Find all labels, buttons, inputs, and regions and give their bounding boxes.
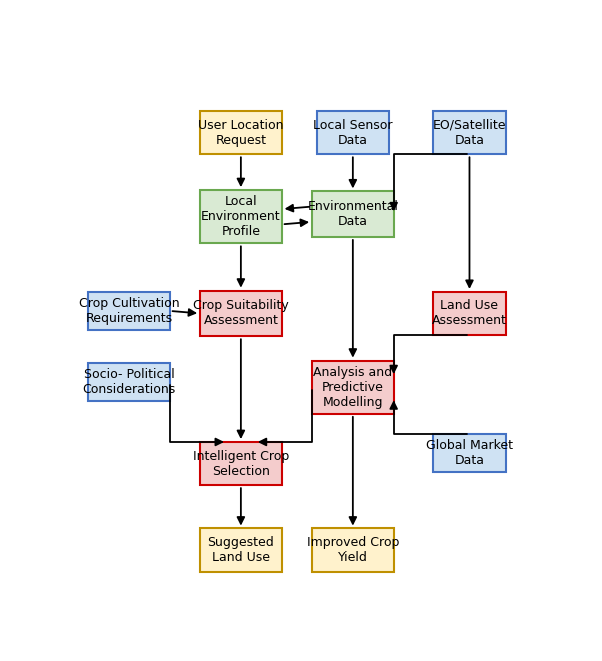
FancyBboxPatch shape: [312, 360, 394, 414]
Text: Suggested
Land Use: Suggested Land Use: [208, 536, 275, 564]
FancyBboxPatch shape: [312, 191, 394, 237]
Text: Environmental
Data: Environmental Data: [308, 200, 399, 228]
FancyBboxPatch shape: [200, 529, 282, 572]
FancyBboxPatch shape: [88, 292, 170, 330]
FancyBboxPatch shape: [200, 442, 282, 485]
Text: Local
Environment
Profile: Local Environment Profile: [201, 195, 281, 238]
FancyBboxPatch shape: [88, 363, 170, 401]
Text: Global Market
Data: Global Market Data: [426, 440, 513, 467]
FancyBboxPatch shape: [200, 111, 282, 155]
Text: Improved Crop
Yield: Improved Crop Yield: [306, 536, 399, 564]
FancyBboxPatch shape: [200, 291, 282, 336]
Text: Local Sensor
Data: Local Sensor Data: [313, 119, 393, 147]
Text: Intelligent Crop
Selection: Intelligent Crop Selection: [193, 449, 289, 478]
FancyBboxPatch shape: [200, 190, 282, 243]
FancyBboxPatch shape: [433, 111, 506, 155]
Text: Crop Cultivation
Requirements: Crop Cultivation Requirements: [79, 297, 179, 325]
FancyBboxPatch shape: [317, 111, 389, 155]
FancyBboxPatch shape: [312, 529, 394, 572]
Text: Socio- Political
Considerations: Socio- Political Considerations: [82, 368, 176, 396]
Text: Land Use
Assessment: Land Use Assessment: [432, 299, 507, 327]
Text: Crop Suitability
Assessment: Crop Suitability Assessment: [193, 299, 289, 327]
FancyBboxPatch shape: [433, 292, 506, 335]
Text: Analysis and
Predictive
Modelling: Analysis and Predictive Modelling: [313, 366, 393, 408]
Text: EO/Satellite
Data: EO/Satellite Data: [433, 119, 506, 147]
FancyBboxPatch shape: [433, 434, 506, 473]
Text: User Location
Request: User Location Request: [198, 119, 284, 147]
